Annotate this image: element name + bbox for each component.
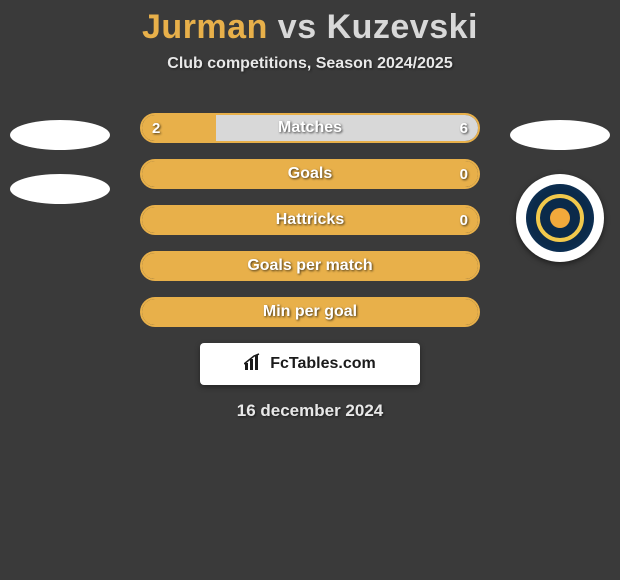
stat-label: Hattricks xyxy=(142,207,478,233)
player2-avatar-stack xyxy=(510,120,610,272)
stat-value-player1 xyxy=(142,299,162,325)
stat-label: Min per goal xyxy=(142,299,478,325)
player1-avatar-stack xyxy=(10,120,110,228)
stat-value-player2 xyxy=(458,299,478,325)
stat-value-player2: 0 xyxy=(450,207,478,233)
bar-chart-icon xyxy=(244,353,264,376)
player2-photo-placeholder xyxy=(510,120,610,150)
stat-value-player2: 0 xyxy=(450,161,478,187)
attribution-text: FcTables.com xyxy=(270,355,376,373)
mariners-crest-icon xyxy=(526,184,594,252)
player1-photo-placeholder xyxy=(10,120,110,150)
player1-name: Jurman xyxy=(142,8,268,46)
attribution-badge[interactable]: FcTables.com xyxy=(200,343,420,385)
stat-bars: Matches26Goals0Hattricks0Goals per match… xyxy=(140,113,480,327)
snapshot-date: 16 december 2024 xyxy=(0,401,620,421)
stat-bar-goals: Goals0 xyxy=(140,159,480,189)
stat-label: Goals xyxy=(142,161,478,187)
stat-value-player1: 2 xyxy=(142,115,170,141)
vs-label: vs xyxy=(278,8,317,46)
subtitle: Club competitions, Season 2024/2025 xyxy=(0,55,620,73)
stat-bar-matches: Matches2 6 xyxy=(140,113,480,143)
player2-name: Kuzevski xyxy=(327,8,478,46)
stat-value-player1 xyxy=(142,207,162,233)
player1-club-placeholder xyxy=(10,174,110,204)
stat-value-player2 xyxy=(458,253,478,279)
stat-value-player1 xyxy=(142,253,162,279)
stat-value-player2: 6 xyxy=(450,115,478,141)
player2-club-badge xyxy=(516,174,604,262)
stat-bar-min-per-goal: Min per goal xyxy=(140,297,480,327)
stat-label: Goals per match xyxy=(142,253,478,279)
stat-label: Matches xyxy=(142,115,478,141)
stat-value-player1 xyxy=(142,161,162,187)
stat-bar-hattricks: Hattricks0 xyxy=(140,205,480,235)
stat-bar-goals-per-match: Goals per match xyxy=(140,251,480,281)
comparison-title: Jurman vs Kuzevski xyxy=(0,0,620,47)
